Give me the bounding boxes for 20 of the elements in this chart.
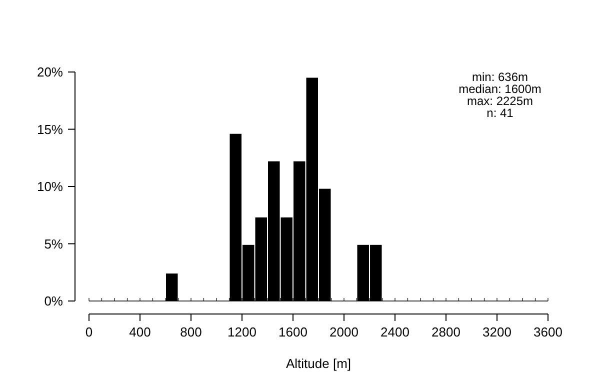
y-tick-label: 0% (44, 294, 64, 309)
annotation: median: 1600m (458, 82, 542, 96)
x-tick-label: 3600 (534, 324, 562, 340)
y-tick-label: 5% (44, 236, 64, 252)
x-tick-label: 2400 (380, 324, 410, 340)
x-axis-title: Altitude [m] (286, 356, 352, 371)
x-tick-label: 2800 (432, 324, 460, 340)
x-tick-label: 1600 (278, 324, 308, 340)
y-tick-label: 15% (36, 122, 64, 137)
annotation: max: 2225m (466, 94, 534, 108)
x-tick-label: 3200 (482, 324, 512, 340)
y-tick-label: 10% (36, 179, 64, 194)
y-tick-label: 20% (36, 64, 64, 80)
annotation: n: 41 (486, 106, 514, 120)
x-tick-label: 2000 (330, 324, 358, 340)
x-tick-label: 1200 (228, 324, 256, 340)
annotation: min: 636m (472, 70, 528, 84)
x-tick-label: 400 (129, 324, 151, 340)
x-tick-label: 0 (85, 324, 93, 340)
x-tick-label: 800 (180, 324, 202, 340)
